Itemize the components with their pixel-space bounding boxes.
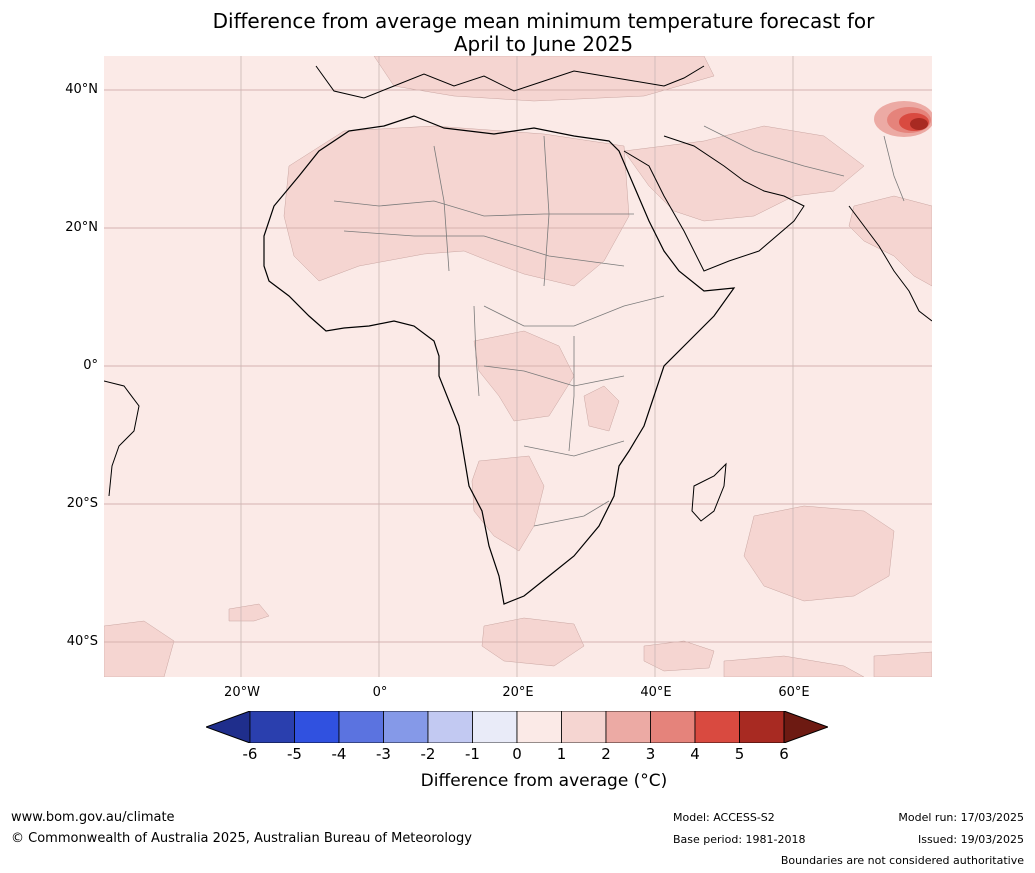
lon-label-20w: 20°W xyxy=(224,685,260,700)
anomaly-1-2-regions xyxy=(104,56,932,677)
india-coastline xyxy=(848,205,932,322)
colorbar-tick-label: -2 xyxy=(420,745,436,763)
lat-label-20n: 20°N xyxy=(65,220,98,235)
colorbar-tick-label: -3 xyxy=(376,745,391,763)
model-run-text: Model run: 17/03/2025 xyxy=(898,811,1024,824)
copyright-text: © Commonwealth of Australia 2025, Austra… xyxy=(11,831,472,846)
colorbar-tick-label: 5 xyxy=(734,745,745,763)
map-title: Difference from average mean minimum tem… xyxy=(0,10,1035,56)
colorbar-segment xyxy=(338,711,384,743)
colorbar-tick-label: 2 xyxy=(601,745,611,763)
colorbar-segment xyxy=(516,711,562,743)
colorbar-segment xyxy=(605,711,651,743)
colorbar-tick-label: -5 xyxy=(287,745,302,763)
colorbar-tick-label: 1 xyxy=(556,745,567,763)
madagascar-outline xyxy=(691,462,727,522)
disclaimer-text: Boundaries are not considered authoritat… xyxy=(780,854,1024,867)
colorbar-tick-label: -4 xyxy=(331,745,347,763)
website-link[interactable]: www.bom.gov.au/climate xyxy=(11,810,175,825)
lon-label-20e: 20°E xyxy=(502,685,534,700)
lon-label-40e: 40°E xyxy=(640,685,672,700)
title-line-2: April to June 2025 xyxy=(453,32,634,56)
europe-coastline xyxy=(315,65,705,99)
colorbar-arrow-high xyxy=(783,711,828,743)
lon-gridlines xyxy=(240,56,794,677)
lon-label-0: 0° xyxy=(372,685,388,700)
colorbar-segment xyxy=(249,711,295,743)
colorbar-segment xyxy=(739,711,785,743)
colorbar xyxy=(206,711,828,743)
colorbar-segment xyxy=(472,711,518,743)
colorbar-tick-label: 6 xyxy=(779,745,789,763)
base-period-text: Base period: 1981-2018 xyxy=(673,833,806,846)
colorbar-segment xyxy=(561,711,607,743)
lat-label-0: 0° xyxy=(83,358,98,373)
colorbar-tick-label: -6 xyxy=(242,745,258,763)
colorbar-title: Difference from average (°C) xyxy=(420,771,668,791)
colorbar-segment xyxy=(427,711,473,743)
lat-label-20s: 20°S xyxy=(66,496,98,511)
issued-text: Issued: 19/03/2025 xyxy=(917,833,1024,846)
title-line-1: Difference from average mean minimum tem… xyxy=(212,9,875,33)
model-text: Model: ACCESS-S2 xyxy=(673,811,775,824)
lat-label-40s: 40°S xyxy=(66,634,98,649)
colorbar-tick-label: 4 xyxy=(690,745,700,763)
forecast-map xyxy=(104,56,932,677)
lat-gridlines xyxy=(104,89,932,643)
lat-label-40n: 40°N xyxy=(65,82,98,97)
lon-label-60e: 60°E xyxy=(778,685,810,700)
country-borders xyxy=(333,125,905,527)
colorbar-segment xyxy=(694,711,740,743)
anomaly-hotspot xyxy=(874,101,932,137)
colorbar-tick-label: -1 xyxy=(465,745,480,763)
africa-coastline xyxy=(263,115,736,605)
arabia-coastline xyxy=(623,135,805,272)
colorbar-segment xyxy=(650,711,696,743)
colorbar-arrow-low xyxy=(206,711,251,743)
colorbar-segment xyxy=(383,711,429,743)
south-america-coastline xyxy=(104,380,140,497)
colorbar-tick-label: 0 xyxy=(512,745,522,763)
colorbar-segment xyxy=(294,711,340,743)
colorbar-tick-label: 3 xyxy=(645,745,656,763)
